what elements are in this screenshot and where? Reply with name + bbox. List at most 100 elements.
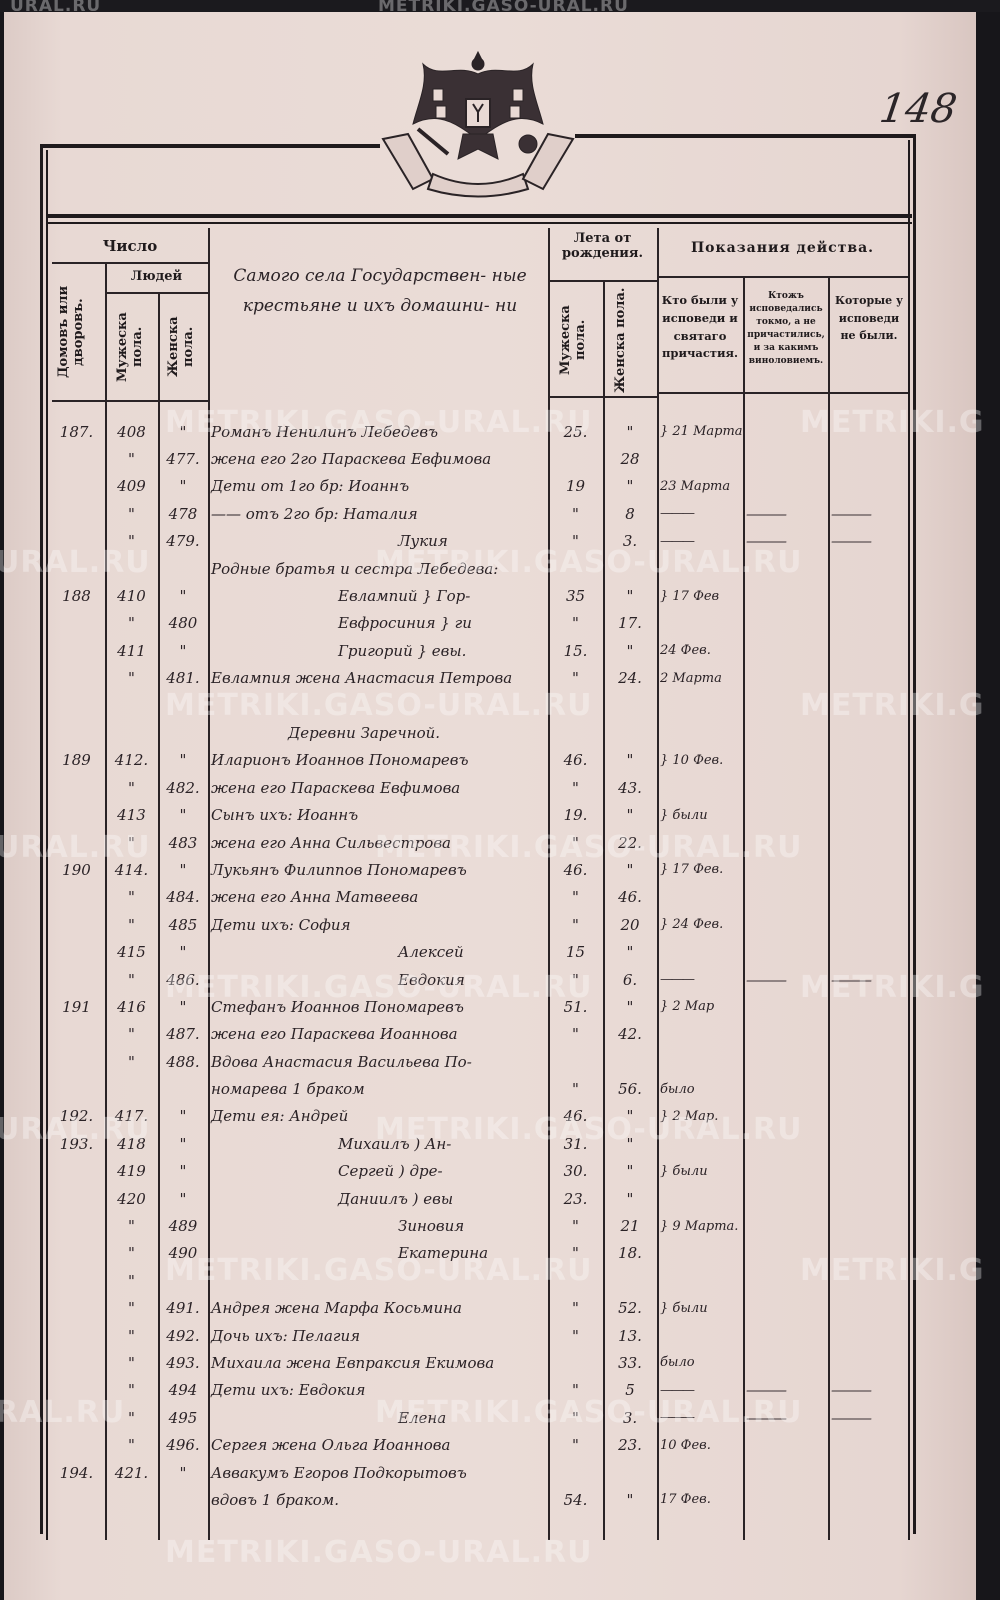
cell-male-number: ": [128, 1052, 135, 1071]
cell-name: Екатерина: [398, 1244, 489, 1263]
cell-male-number: 411: [117, 641, 146, 660]
cell-age-male: 19: [565, 477, 586, 496]
cell-confessed-date: } 9 Марта.: [660, 1218, 739, 1234]
cell-male-number: 410: [117, 587, 146, 606]
cell-name: Дети ихъ: София: [211, 915, 351, 934]
cell-age-female: 13.: [618, 1326, 642, 1345]
table-row: " 479. Лукия " 3. ——— ——— ———: [48, 528, 912, 555]
cell-age-female: ": [626, 641, 634, 660]
cell-confessed-date: } 17 Фев.: [660, 862, 724, 878]
header-rule: [46, 214, 912, 218]
cell-house-number: 193.: [59, 1134, 94, 1153]
cell-not-confessed: ———: [831, 1408, 872, 1427]
cell-name: Григорий } евы.: [338, 641, 467, 660]
cell-female-number: ": [179, 477, 187, 496]
cell-confessed-date: } 10 Фев.: [660, 752, 724, 768]
cell-male-number: 417.: [114, 1107, 149, 1126]
cell-age-female: ": [626, 587, 634, 606]
table-row: 420 " Даниилъ ) евы 23. ": [48, 1185, 912, 1212]
cell-not-confessed: ———: [831, 532, 872, 551]
cell-age-female: 23.: [618, 1436, 642, 1455]
header-divider: [548, 280, 657, 282]
table-row: 188 410 " Евлампий } Гор- 35 "} 17 Фев: [48, 582, 912, 609]
cell-age-male: 46.: [563, 751, 588, 770]
cell-female-number: 480: [168, 614, 198, 633]
cell-female-number: ": [179, 1463, 187, 1482]
header-divider: [548, 396, 657, 398]
cell-confessed-date: 23 Марта: [660, 478, 731, 494]
column-divider: [208, 228, 210, 1540]
cell-male-number: ": [128, 915, 135, 934]
table-row: " 486. Евдокия " 6. ——— ——— ———: [48, 966, 912, 993]
table-row: " 485 Дети ихъ: София " 20} 24 Фев.: [48, 911, 912, 938]
cell-female-number: 485: [168, 915, 198, 934]
cell-age-male: ": [572, 532, 579, 551]
cell-female-number: 489: [168, 1217, 198, 1236]
cell-age-female: 56.: [618, 1080, 642, 1099]
cell-female-number: 484.: [166, 888, 200, 907]
cell-house-number: 189: [62, 751, 91, 770]
cell-age-female: ": [626, 1490, 634, 1509]
header-rule: [46, 222, 912, 224]
cell-female-number: ": [179, 1189, 187, 1208]
cell-age-male: ": [572, 614, 579, 633]
cell-confessed-date: } были: [660, 1300, 708, 1316]
cell-name: Дети ихъ: Евдокия: [211, 1381, 366, 1400]
table-row: " 493. Михаила жена Евпраксия Екимова 33. бы…: [48, 1349, 912, 1376]
cell-confessed-date: } были: [660, 807, 708, 823]
cell-age-male: ": [572, 1408, 579, 1427]
cell-male-number: 418: [117, 1134, 146, 1153]
cell-confessed-date: было: [660, 1081, 695, 1097]
cell-male-number: 415: [117, 943, 146, 962]
frame-rule: [575, 134, 915, 138]
cell-female-number: 481.: [166, 669, 200, 688]
cell-name: Аввакумъ Егоров Подкорытовъ: [211, 1463, 467, 1482]
table-row: 189 412. " Иларионъ Иоаннов Пономаревъ 46. "}…: [48, 747, 912, 774]
table-row: " 484. жена его Анна Матвеева " 46.: [48, 884, 912, 911]
cell-age-male: ": [572, 888, 579, 907]
cell-female-number: 491.: [166, 1299, 200, 1318]
cell-male-number: ": [128, 1244, 135, 1263]
cell-name: Евлампия жена Анастасия Петрова: [211, 669, 513, 688]
cell-male-number: ": [128, 1326, 135, 1345]
cell-female-number: 493.: [166, 1353, 200, 1372]
cell-name: жена его 2го Параскева Евфимова: [211, 450, 492, 469]
cell-female-number: 477.: [166, 450, 200, 469]
column-divider: [603, 280, 605, 1540]
register-table-body: 187. 408 " Романъ Ненилинъ Лебедевъ 25. "} 21…: [48, 418, 912, 1514]
cell-age-female: 21: [620, 1217, 640, 1236]
cell-name: жена его Анна Матвеева: [211, 888, 419, 907]
cell-confessed-date: ———: [660, 1410, 695, 1426]
cell-age-female: 18.: [618, 1244, 642, 1263]
header-name-column: Самого села Государствен- ные крестьяне …: [233, 266, 527, 316]
header-people: Людей: [130, 269, 183, 284]
header-age: Лета от рождения.: [561, 231, 644, 261]
cell-male-number: ": [128, 778, 135, 797]
header-male: Мужеска пола.: [115, 312, 145, 382]
table-row: 411 " Григорий } евы. 15. " 24 Фев.: [48, 637, 912, 664]
cell-not-confessed: ———: [831, 1381, 872, 1400]
cell-age-female: ": [626, 997, 634, 1016]
cell-age-male: ": [572, 778, 579, 797]
header-confessed: Кто были у исповеди и святаго причастия.: [661, 293, 739, 361]
cell-age-male: 31.: [563, 1134, 588, 1153]
cell-age-female: 20: [620, 915, 640, 934]
cell-female-number: 482.: [166, 778, 200, 797]
cell-house-number: 192.: [59, 1107, 94, 1126]
cell-age-male: ": [572, 970, 579, 989]
header-divider: [657, 276, 908, 278]
cell-age-male: ": [572, 504, 579, 523]
cell-name: Евдокия: [398, 970, 465, 989]
table-row: Родные братья и сестра Лебедева:: [48, 555, 912, 582]
cell-age-male: 30.: [563, 1162, 588, 1181]
cell-confessed-date: 17 Фев.: [660, 1492, 711, 1508]
cell-confessed-date: ———: [660, 972, 695, 987]
table-right-border: [908, 140, 910, 1540]
cell-male-number: 409: [117, 477, 146, 496]
cell-name: Евфросиния } ги: [338, 614, 472, 633]
cell-age-female: 24.: [618, 669, 642, 688]
cell-female-number: ": [179, 641, 187, 660]
cell-confessed-date: 2 Марта: [660, 670, 722, 686]
cell-male-number: ": [128, 532, 135, 551]
cell-name: Сынъ ихъ: Иоаннъ: [211, 806, 359, 825]
